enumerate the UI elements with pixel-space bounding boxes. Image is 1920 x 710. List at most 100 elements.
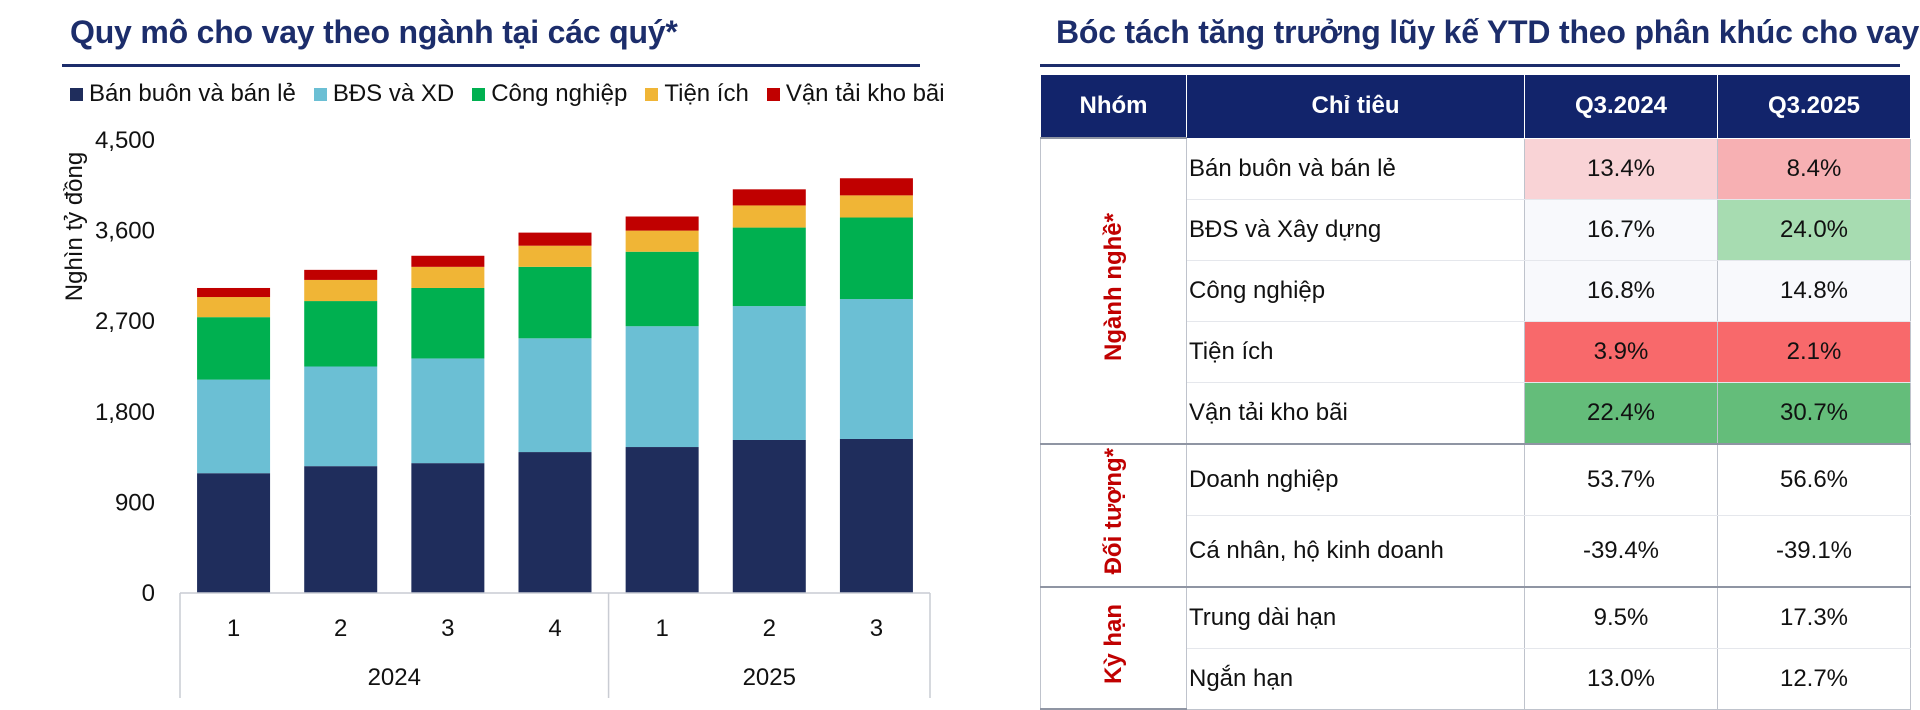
y-tick-label: 3,600	[95, 218, 155, 245]
value-q3-2024: 22.4%	[1524, 381, 1718, 444]
table-row: Công nghiệp 16.8% 14.8%	[1041, 259, 1911, 322]
criterion-cell: Vận tải kho bãi	[1186, 381, 1525, 444]
legend-item: Vận tải kho bãi	[766, 80, 945, 108]
legend-swatch	[645, 87, 659, 101]
table-row: Tiện ích 3.9% 2.1%	[1041, 320, 1911, 383]
header-group: Nhóm	[1040, 74, 1187, 139]
x-tick-label: 4	[548, 615, 561, 642]
bar-segment	[518, 338, 592, 453]
bar-segment	[625, 216, 699, 231]
legend-item: Tiện ích	[645, 80, 749, 108]
group-label: Kỳ hạn	[1099, 604, 1127, 685]
table-body: Ngành nghề* Bán buôn và bán lẻ 13.4% 8.4% BĐ…	[1040, 137, 1911, 710]
criterion-cell: BĐS và Xây dựng	[1186, 198, 1525, 261]
value-q3-2024: 13.4%	[1524, 137, 1718, 200]
criterion-cell: Công nghiệp	[1186, 259, 1525, 322]
legend-swatch	[472, 87, 486, 101]
year-group-label: 2025	[743, 664, 796, 691]
stacked-bar-chart: 0 900 1,800 2,700 3,600 4,500 Nghìn tỷ đồng 1 2 3…	[61, 127, 931, 698]
y-axis-title: Nghìn tỷ đồng	[61, 152, 88, 301]
bar-segment	[732, 439, 806, 593]
ytd-growth-table: Nhóm Chỉ tiêu Q3.2024 Q3.2025 Ngành nghề…	[1040, 74, 1911, 710]
group-cell: Kỳ hạn	[1040, 585, 1187, 710]
legend-label: BĐS và XD	[332, 80, 455, 107]
header-criterion: Chỉ tiêu	[1186, 74, 1525, 139]
legend-swatch	[70, 87, 83, 101]
x-tick-label: 3	[870, 615, 883, 642]
bar-segment	[839, 438, 913, 593]
bar-segment	[625, 447, 699, 593]
legend-item: BĐS và XD	[313, 80, 455, 108]
bar-segment	[197, 473, 271, 593]
value-q3-2024: 13.0%	[1524, 647, 1718, 710]
bar-segment	[839, 299, 913, 439]
y-tick-label: 1,800	[95, 399, 155, 426]
bar-segment	[304, 366, 378, 467]
header-q3-2024: Q3.2024	[1524, 74, 1718, 139]
x-tick-label: 3	[441, 615, 454, 642]
value-q3-2024: 16.8%	[1524, 259, 1718, 322]
table-row: Cá nhân, hộ kinh doanh -39.4% -39.1%	[1041, 514, 1911, 587]
bar-segment	[197, 379, 271, 474]
chart-title: Quy mô cho vay theo ngành tại các quý*	[70, 14, 678, 50]
legend-label: Vận tải kho bãi	[785, 80, 945, 107]
y-tick-label: 0	[142, 580, 155, 607]
bar-segment	[197, 287, 271, 298]
y-tick-label: 2,700	[95, 308, 155, 335]
bar-segment	[304, 466, 378, 593]
bar-segment	[518, 232, 592, 246]
year-group-label: 2024	[368, 664, 421, 691]
bar-segment	[304, 269, 378, 280]
bar-segment	[197, 297, 271, 318]
value-q3-2024: -39.4%	[1524, 514, 1718, 587]
value-q3-2025: 56.6%	[1717, 442, 1911, 516]
bar-segment	[518, 245, 592, 267]
bar-segment	[518, 266, 592, 339]
legend-swatch	[766, 87, 780, 101]
legend-label: Bán buôn và bán lẻ	[89, 80, 296, 107]
value-q3-2024: 53.7%	[1524, 442, 1718, 516]
table-row: Kỳ hạn Trung dài hạn 9.5% 17.3%	[1040, 585, 1911, 710]
table-row: Vận tải kho bãi 22.4% 30.7%	[1041, 381, 1911, 444]
y-tick-label: 4,500	[95, 127, 155, 154]
table-row: Ngành nghề* Bán buôn và bán lẻ 13.4% 8.4%	[1040, 137, 1911, 445]
x-tick-label: 2	[763, 615, 776, 642]
value-q3-2025: 30.7%	[1717, 381, 1911, 444]
value-q3-2025: 24.0%	[1717, 198, 1911, 261]
bar-segment	[839, 195, 913, 218]
header-q3-2025: Q3.2025	[1717, 74, 1911, 139]
value-q3-2025: 17.3%	[1717, 585, 1911, 649]
bar-segment	[625, 230, 699, 252]
table-title: Bóc tách tăng trưởng lũy kế YTD theo phâ…	[1056, 14, 1920, 50]
y-tick-label: 900	[115, 489, 155, 516]
criterion-cell: Tiện ích	[1186, 320, 1525, 383]
bar-segment	[839, 217, 913, 300]
bar-segment	[304, 279, 378, 302]
bar-segment	[411, 358, 485, 464]
bar-segment	[732, 205, 806, 228]
table-header-row: Nhóm Chỉ tiêu Q3.2024 Q3.2025	[1040, 74, 1911, 139]
table-title-rule	[1040, 64, 1900, 67]
table-row: BĐS và Xây dựng 16.7% 24.0%	[1041, 198, 1911, 261]
x-tick-label: 1	[655, 615, 668, 642]
bar-segment	[518, 452, 592, 593]
bar-segment	[411, 255, 485, 267]
group-cell: Ngành nghề*	[1040, 137, 1187, 445]
bar-segment	[732, 227, 806, 307]
chart-title-rule	[62, 64, 920, 67]
value-q3-2025: 12.7%	[1717, 647, 1911, 710]
criterion-cell: Doanh nghiệp	[1186, 442, 1525, 516]
value-q3-2025: 2.1%	[1717, 320, 1911, 383]
bar-segment	[732, 189, 806, 206]
bar-segment	[411, 287, 485, 359]
bar-segment	[625, 326, 699, 448]
legend-item: Bán buôn và bán lẻ	[70, 80, 296, 108]
legend-label: Công nghiệp	[491, 80, 628, 107]
bar-segment	[732, 306, 806, 440]
bar-segment	[197, 317, 271, 380]
chart-legend: Bán buôn và bán lẻ BĐS và XD Công nghiệp Ti…	[70, 80, 945, 108]
group-cell: Đối tượng*	[1040, 442, 1187, 588]
x-tick-label: 2	[334, 615, 347, 642]
bar-segment	[411, 463, 485, 593]
bar-segment	[304, 301, 378, 367]
